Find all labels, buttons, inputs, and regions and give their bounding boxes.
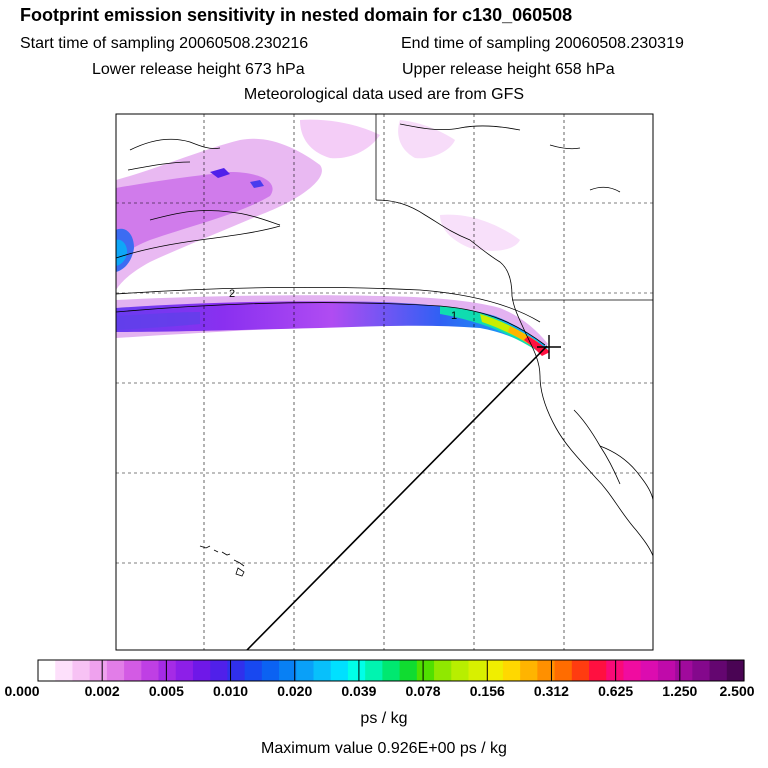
plot-title: Footprint emission sensitivity in nested… bbox=[20, 5, 573, 25]
colorbar-swatch bbox=[261, 660, 280, 681]
trajectory-line bbox=[246, 345, 548, 650]
colorbar-swatch bbox=[124, 660, 142, 681]
contour-label-2: 2 bbox=[229, 288, 235, 300]
colorbar-tick-label: 0.078 bbox=[405, 683, 441, 699]
map-frame bbox=[115, 113, 654, 651]
colorbar-swatch bbox=[175, 660, 194, 681]
colorbar-swatch bbox=[692, 660, 711, 681]
colorbar-swatch bbox=[382, 660, 401, 681]
contour-label-1: 1 bbox=[451, 310, 457, 322]
colorbar-swatch bbox=[55, 660, 74, 681]
colorbar-swatch bbox=[158, 660, 177, 681]
colorbar-tick-label: 0.312 bbox=[533, 683, 569, 699]
colorbar-tick-label: 1.250 bbox=[662, 683, 698, 699]
colorbar-swatch bbox=[554, 660, 573, 681]
colorbar-swatch bbox=[313, 660, 332, 681]
colorbar-tick-label: 0.625 bbox=[598, 683, 634, 699]
colorbar-units: ps / kg bbox=[360, 710, 408, 727]
colorbar-swatch bbox=[589, 660, 607, 681]
footprint-field-northwest bbox=[116, 119, 520, 290]
colorbar-swatch bbox=[640, 660, 659, 681]
colorbar-swatch bbox=[330, 660, 349, 681]
start-time-label: Start time of sampling 20060508.230216 bbox=[20, 35, 309, 52]
colorbar-swatch bbox=[296, 660, 315, 681]
colorbar-swatch bbox=[192, 660, 211, 681]
end-time-label: End time of sampling 20060508.230319 bbox=[401, 35, 684, 52]
colorbar-swatch bbox=[726, 660, 745, 681]
colorbar-swatch bbox=[520, 660, 538, 681]
colorbar-swatch bbox=[347, 660, 366, 681]
colorbar-swatch bbox=[227, 660, 246, 681]
colorbar-swatch bbox=[537, 660, 556, 681]
upper-release-height-label: Upper release height 658 hPa bbox=[402, 61, 615, 78]
colorbar-tick-labels: 0.000 0.002 0.005 0.010 0.020 0.039 0.078 0.156… bbox=[0, 683, 768, 707]
colorbar-swatch bbox=[141, 660, 160, 681]
colorbar-swatch bbox=[468, 660, 487, 681]
colorbar-tick-label: 0.002 bbox=[84, 683, 120, 699]
colorbar-tick-label: 0.010 bbox=[213, 683, 249, 699]
colorbar-tick-label: 0.020 bbox=[277, 683, 313, 699]
colorbar-swatch bbox=[244, 660, 263, 681]
footprint-plume bbox=[116, 295, 550, 356]
lower-release-height-label: Lower release height 673 hPa bbox=[92, 61, 305, 78]
colorbar-swatch bbox=[451, 660, 470, 681]
colorbar-tick-label: 0.000 bbox=[4, 683, 40, 699]
colorbar-tick-label: 0.039 bbox=[341, 683, 377, 699]
colorbar-swatch bbox=[571, 660, 590, 681]
coastlines bbox=[116, 114, 653, 577]
colorbar bbox=[37, 659, 745, 682]
colorbar-swatch bbox=[416, 660, 435, 681]
colorbar-swatch bbox=[399, 660, 418, 681]
colorbar-swatch bbox=[365, 660, 383, 681]
colorbar-swatch bbox=[502, 660, 521, 681]
grid-lines bbox=[116, 114, 653, 650]
release-point-marker bbox=[537, 335, 561, 359]
colorbar-swatch bbox=[279, 660, 297, 681]
colorbar-swatch bbox=[89, 660, 108, 681]
colorbar-tick-label: 0.005 bbox=[148, 683, 184, 699]
colorbar-swatch bbox=[623, 660, 642, 681]
colorbar-swatch bbox=[709, 660, 728, 681]
colorbar-swatch bbox=[434, 660, 452, 681]
colorbar-swatch bbox=[38, 660, 56, 681]
colorbar-swatch bbox=[657, 660, 676, 681]
colorbar-swatch bbox=[106, 660, 125, 681]
colorbar-swatch bbox=[675, 660, 693, 681]
maximum-value-label: Maximum value 0.926E+00 ps / kg bbox=[261, 740, 507, 757]
met-data-label: Meteorological data used are from GFS bbox=[243, 86, 525, 103]
colorbar-swatch bbox=[485, 660, 504, 681]
colorbar-swatch bbox=[72, 660, 91, 681]
colorbar-swatch bbox=[210, 660, 229, 681]
colorbar-frame bbox=[37, 659, 745, 682]
colorbar-tick-label: 2.500 bbox=[719, 683, 755, 699]
contour-lines bbox=[116, 286, 546, 346]
colorbar-tick-label: 0.156 bbox=[469, 683, 505, 699]
